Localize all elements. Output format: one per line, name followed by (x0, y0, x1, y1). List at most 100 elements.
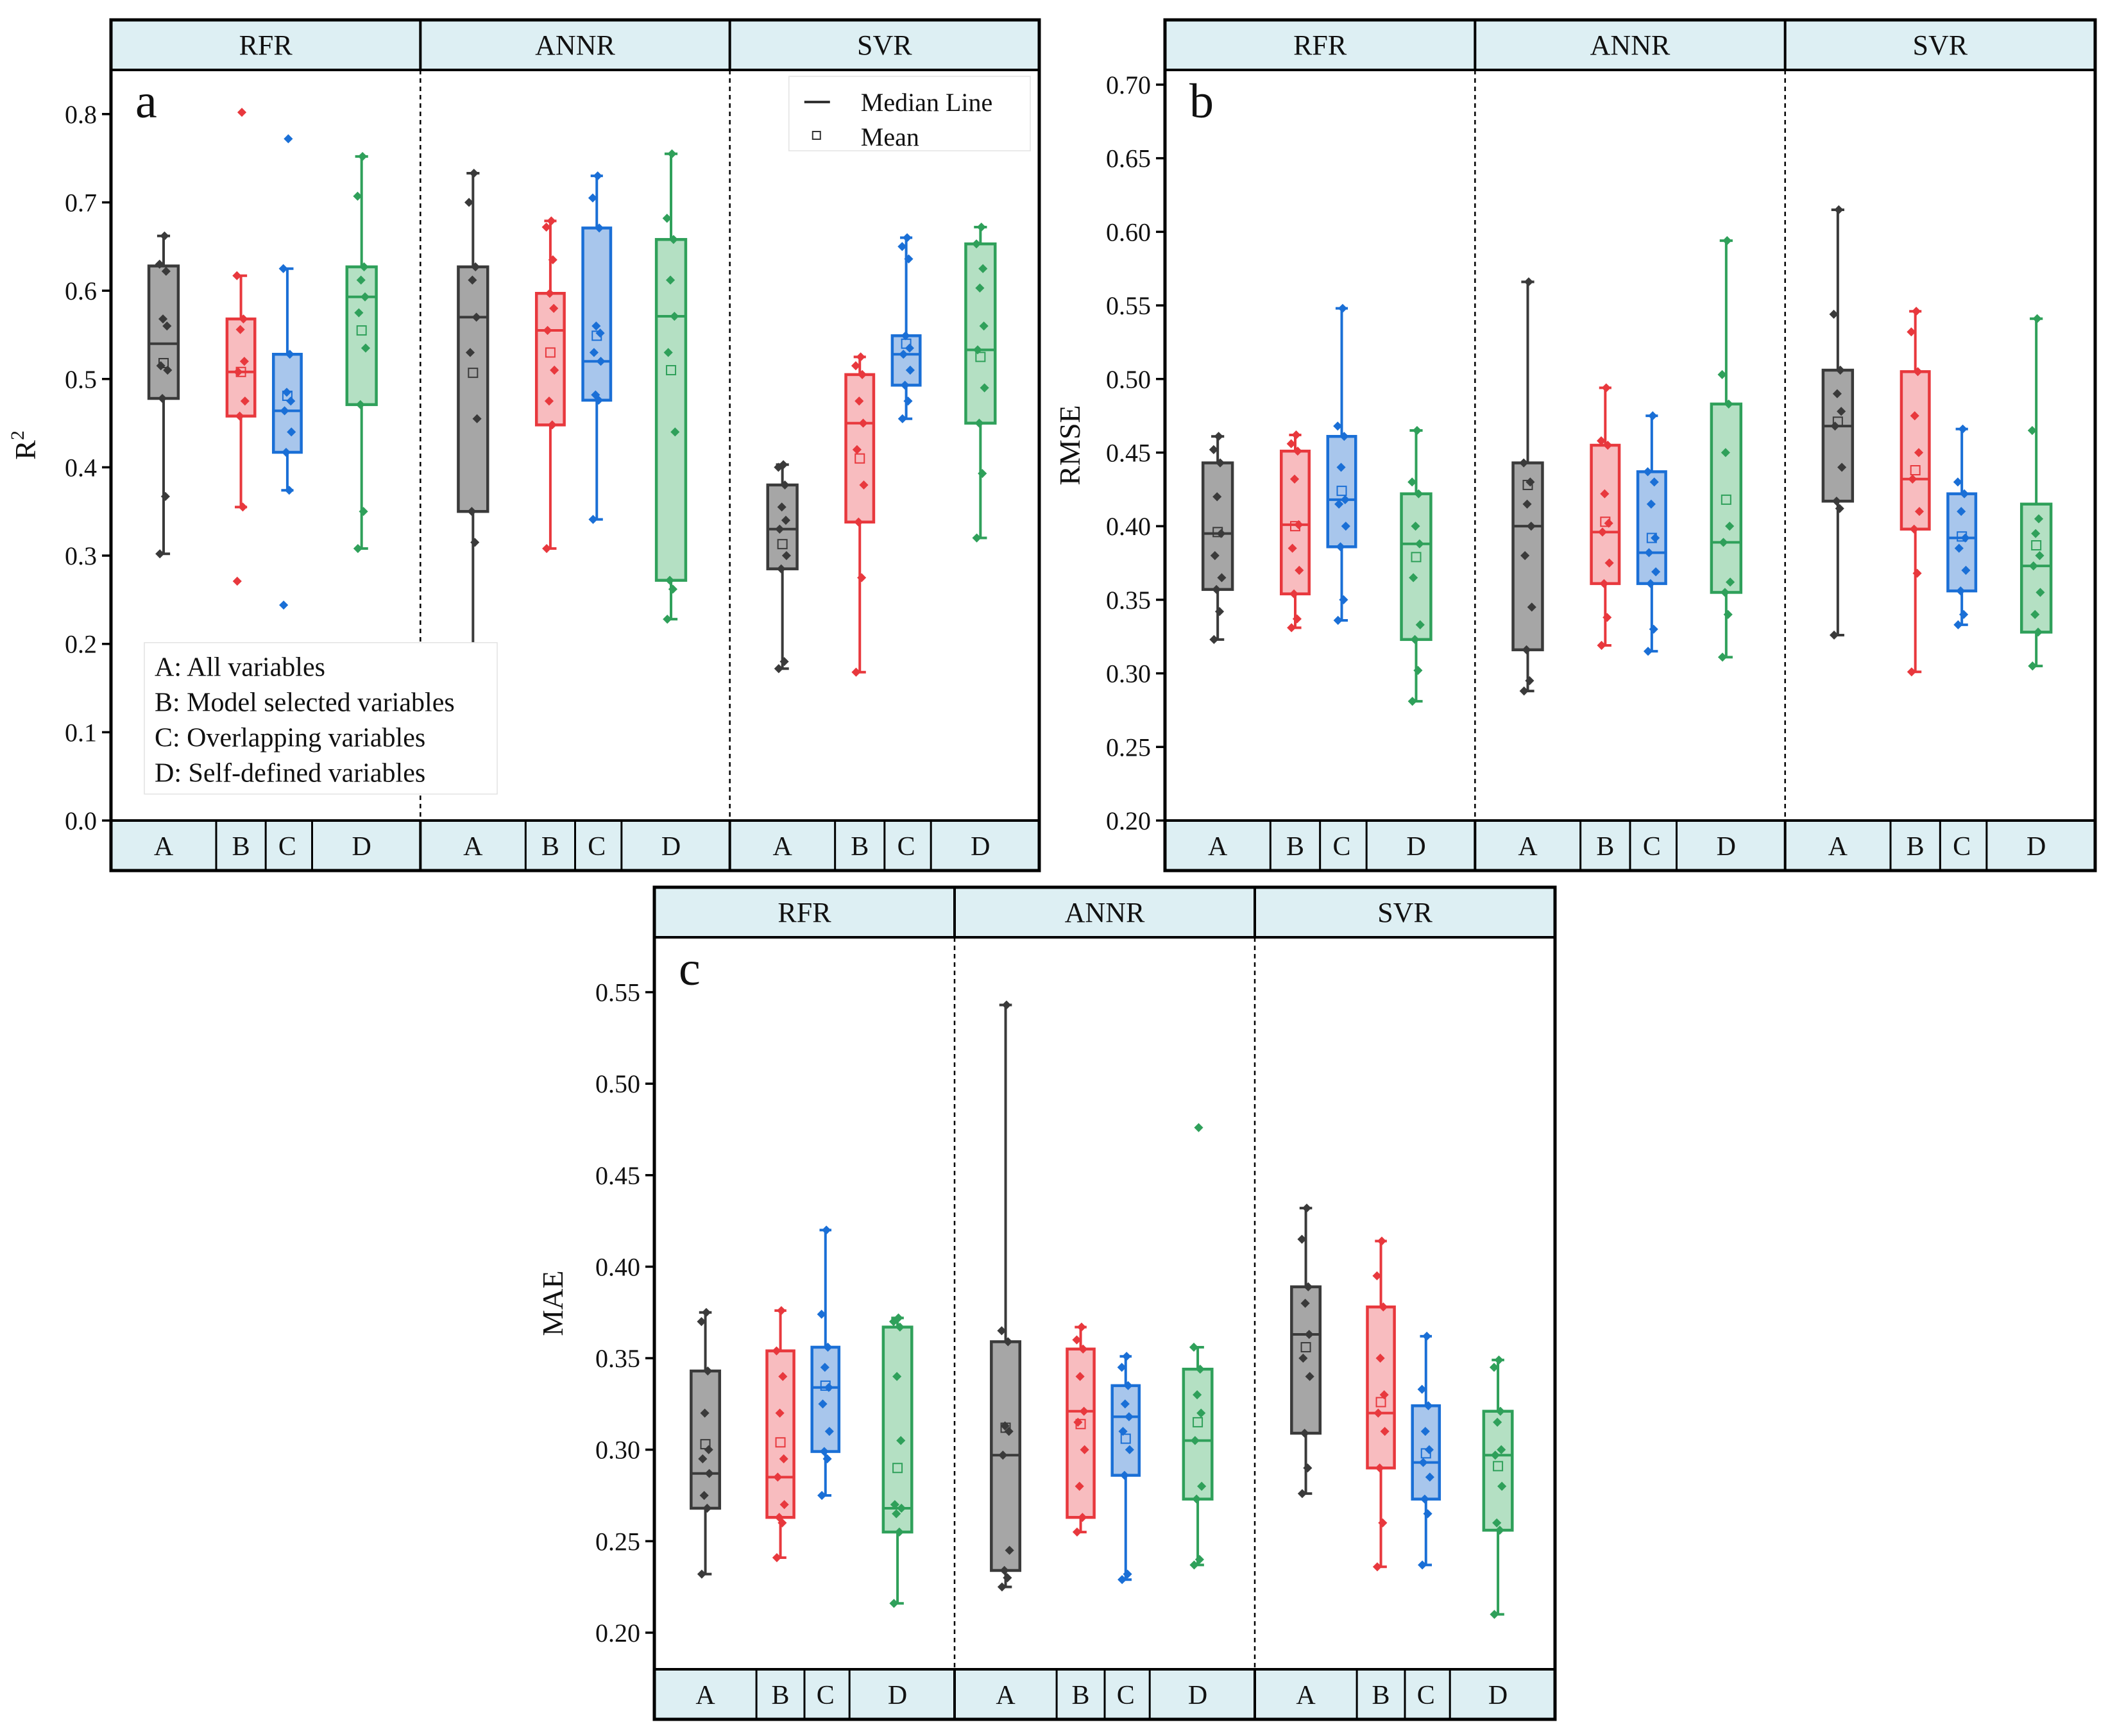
data-point (161, 266, 171, 276)
box-rfr-b (765, 1306, 795, 1563)
iqr-box (654, 238, 688, 582)
box-annr-b (1590, 383, 1621, 651)
y-tick-label: 0.0 (65, 806, 97, 835)
mean-marker (545, 347, 556, 358)
data-point (544, 396, 554, 406)
data-point (974, 418, 984, 428)
iqr-box (964, 242, 997, 425)
data-point (155, 549, 165, 559)
group-header-strip (1165, 20, 2095, 70)
y-tick-label: 0.65 (1106, 144, 1151, 173)
iqr-box (1201, 461, 1234, 591)
data-point (281, 447, 291, 457)
box-rfr-b (1280, 430, 1311, 633)
category-label: C (588, 832, 606, 862)
box-annr-a (1511, 277, 1544, 696)
category-label: D (1188, 1681, 1207, 1710)
data-point (979, 321, 989, 331)
data-point (904, 254, 914, 264)
y-tick-label: 0.50 (1106, 365, 1151, 394)
mean-marker (854, 453, 865, 464)
data-point (542, 543, 552, 554)
data-point (1717, 652, 1728, 662)
box-rfr-a (690, 1307, 722, 1579)
data-point (591, 321, 601, 331)
box-annr-b (534, 216, 566, 554)
iqr-box (581, 226, 613, 402)
box-annr-a (990, 1000, 1022, 1592)
data-point (854, 517, 863, 527)
category-label: C (817, 1681, 835, 1710)
data-point (668, 235, 678, 244)
data-point (287, 427, 296, 437)
data-point (670, 311, 679, 321)
data-point (1302, 1204, 1312, 1213)
legend-median-label: Median Line (861, 88, 993, 117)
iqr-box (1400, 492, 1432, 642)
data-point (1209, 445, 1218, 454)
iqr-box (147, 264, 180, 400)
iqr-box (1182, 1367, 1214, 1501)
box-svr-d (964, 222, 997, 543)
mean-marker (356, 325, 367, 336)
data-point (670, 427, 680, 437)
data-point (588, 193, 598, 203)
category-label: D (2027, 832, 2046, 862)
data-point (972, 533, 982, 543)
data-point (859, 480, 869, 490)
plot-frame (109, 18, 1041, 872)
median-mean-legend: Median Line Mean (788, 76, 1031, 151)
data-point (160, 231, 169, 241)
y-tick-label: 0.40 (595, 1252, 640, 1281)
y-tick-label: 0.55 (1106, 291, 1151, 320)
y-axis-label-superscript: 2 (7, 430, 28, 440)
box-svr-d (1482, 1355, 1514, 1619)
box-rfr-a (147, 231, 180, 559)
data-point (549, 303, 559, 313)
data-point (1001, 1000, 1012, 1010)
data-point (975, 283, 985, 293)
category-label: A (1208, 832, 1228, 862)
y-tick-label: 0.6 (65, 277, 97, 305)
data-point (851, 361, 861, 371)
category-label: D (1717, 832, 1736, 862)
data-point (593, 171, 602, 181)
panel-letter: a (135, 74, 157, 128)
data-point (471, 262, 480, 272)
y-tick-label: 0.3 (65, 541, 97, 570)
data-point (976, 222, 986, 232)
data-point (353, 191, 362, 201)
data-point (978, 264, 988, 273)
mean-marker (1075, 1418, 1086, 1429)
iqr-box (881, 1325, 914, 1534)
data-point (238, 502, 248, 512)
data-point (237, 107, 247, 117)
y-axis-label: MAE (536, 1270, 569, 1336)
category-label: C (897, 832, 915, 862)
data-point (1289, 589, 1299, 599)
box-annr-c (581, 171, 613, 524)
data-point (665, 575, 675, 585)
legend-variable-set-entry: C: Overlapping variables (155, 724, 425, 753)
mean-marker (1957, 531, 1968, 542)
data-point (1212, 584, 1221, 594)
mean-marker (468, 368, 479, 379)
y-tick-label: 0.45 (595, 1161, 640, 1190)
data-point (543, 325, 552, 336)
data-point (1291, 430, 1301, 440)
box-rfr-c (1326, 303, 1357, 625)
iqr-box (1280, 449, 1311, 595)
data-point (1214, 432, 1223, 441)
y-tick-label: 0.8 (65, 100, 97, 129)
data-point (774, 664, 783, 674)
legend-variable-set-entry: B: Model selected variables (155, 688, 455, 718)
iqr-box (1900, 370, 1931, 531)
y-tick-label: 0.40 (1106, 512, 1151, 541)
category-label: C (1417, 1681, 1435, 1710)
data-point (851, 667, 861, 677)
data-point (284, 134, 293, 144)
y-tick-label: 0.60 (1106, 217, 1151, 246)
data-point (360, 292, 370, 302)
iqr-box (810, 1345, 841, 1453)
group-header-label: ANNR (1590, 30, 1670, 61)
